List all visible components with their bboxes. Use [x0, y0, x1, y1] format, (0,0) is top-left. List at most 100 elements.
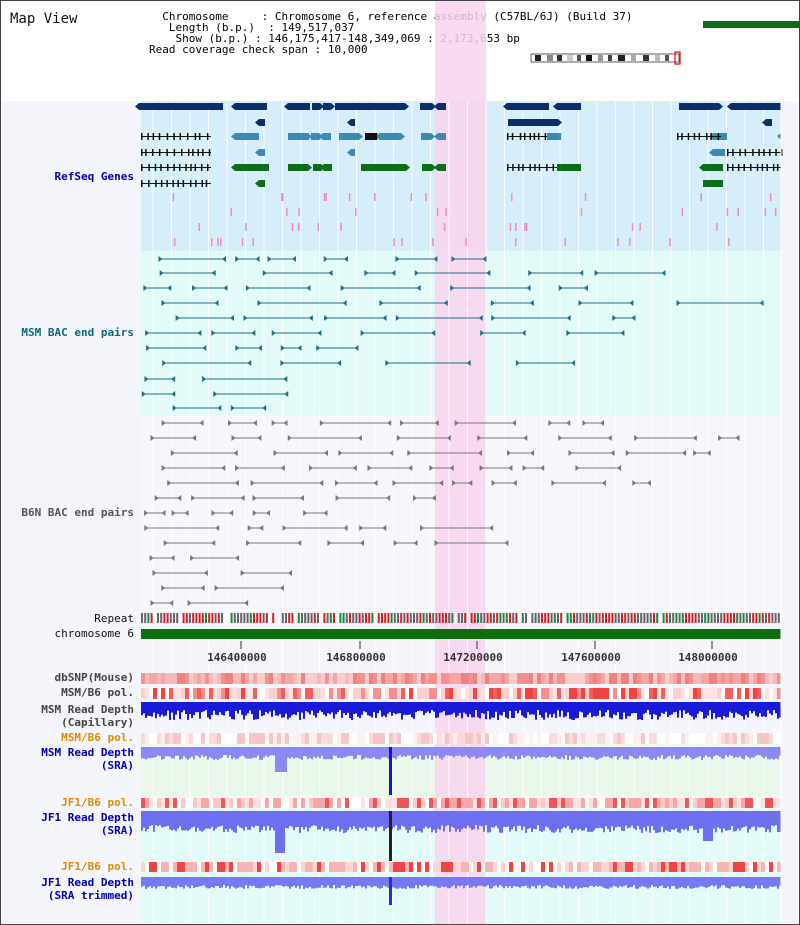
jf1-sra-depth-bar [465, 811, 467, 829]
msm-sra-depth-bar [327, 747, 329, 759]
msm-b6-pol2-cell [393, 733, 397, 744]
jf1-b6-pol-cell [673, 798, 677, 808]
msm-sra-depth-bar [631, 747, 633, 757]
msm-sra-depth-bar [193, 747, 195, 760]
msm-capillary-depth-bar [491, 702, 493, 718]
jf1-sra-depth-bar [663, 811, 665, 833]
gene-exon [154, 164, 157, 171]
jf1-b6-pol2-cell [773, 862, 777, 872]
jf1-b6-pol-cell [725, 798, 729, 808]
msm-b6-pol2-cell [629, 733, 633, 744]
msm-b6-pol2-cell [537, 733, 541, 744]
msm-capillary-depth-bar [663, 702, 665, 714]
refseq-marker [432, 238, 434, 246]
msm-b6-pol-cell [457, 688, 461, 699]
jf1-sra-depth-bar [169, 811, 171, 830]
jf1-b6-pol-cell [701, 798, 705, 808]
dbsnp-cell [505, 673, 509, 684]
jf1-trimmed-depth-bar [235, 877, 237, 889]
repeat-mark [269, 613, 271, 623]
b6n-bac-pair-end [617, 465, 622, 471]
jf1-trimmed-depth-bar [371, 877, 373, 888]
dbsnp-cell [261, 673, 265, 684]
jf1-b6-pol-cell [181, 798, 185, 808]
jf1-b6-pol-cell [513, 798, 517, 808]
gene-arrow [319, 133, 323, 140]
msm-b6-pol2-cell [645, 733, 649, 744]
refseq-marker [173, 238, 176, 246]
jf1-trimmed-depth-bar [263, 877, 265, 888]
msm-sra-depth-bar [647, 747, 649, 758]
jf1-sra-depth-bar [285, 811, 287, 829]
msm-sra-depth-bar [347, 747, 349, 757]
dbsnp-cell [397, 673, 401, 684]
jf1-b6-pol-cell [557, 798, 561, 808]
jf1-b6-pol2-cell [589, 862, 593, 872]
msm-b6-pol-cell [421, 688, 425, 699]
dbsnp-cell [561, 673, 565, 684]
jf1-trimmed-depth-bar [755, 877, 757, 886]
msm-sra-depth-bar [479, 747, 481, 758]
jf1-sra-depth-bar [525, 811, 527, 833]
msm-sra-depth-bar [515, 747, 517, 756]
gene-exon [160, 180, 163, 187]
jf1-trimmed-depth-bar [703, 877, 705, 888]
dbsnp-cell [513, 673, 517, 684]
msm-sra-depth-bar [461, 747, 463, 757]
msm-capillary-depth-bar [325, 702, 327, 717]
jf1-sra-depth-bar [251, 811, 253, 827]
jf1-b6-pol-cell [621, 798, 625, 808]
jf1-b6-pol-cell [341, 798, 345, 808]
gene-arrow [320, 164, 324, 171]
repeat-mark [435, 613, 438, 623]
jf1-sra-depth-bar [281, 811, 283, 853]
refseq-marker [443, 223, 446, 231]
msm-capillary-depth-bar [749, 702, 751, 711]
jf1-b6-pol2-cell [265, 862, 269, 872]
jf1-trimmed-depth-bar [377, 877, 379, 888]
gene-body [361, 164, 406, 171]
msm-b6-pol2-cell [437, 733, 441, 744]
jf1-sra-depth-bar [153, 811, 155, 832]
jf1-trimmed-depth-bar [255, 877, 257, 888]
msm-b6-pol-cell [725, 688, 729, 699]
jf1-b6-pol-cell [337, 798, 341, 808]
jf1-trimmed-depth-bar [347, 877, 349, 888]
jf1-sra-depth-bar [665, 811, 667, 831]
b6n-bac-pair-end [343, 525, 348, 531]
dbsnp-cell [265, 673, 269, 684]
msm-bac-pair-end [515, 360, 520, 366]
jf1-sra-depth-bar [249, 811, 251, 831]
jf1-b6-pol2-cell [513, 862, 517, 872]
msm-b6-pol2-cell [317, 733, 321, 744]
msm-capillary-depth-bar [303, 702, 305, 719]
msm-sra-depth-bar [195, 747, 197, 756]
jf1-sra-depth-bar [599, 811, 601, 828]
repeat-mark [243, 613, 246, 623]
msm-bac-pair-end [280, 360, 285, 366]
jf1-b6-pol2-cell [521, 862, 525, 872]
jf1-trimmed-depth-bar [715, 877, 717, 886]
msm-sra-depth-bar [543, 747, 545, 757]
msm-sra-depth-bar [255, 747, 257, 758]
msm-bac-pair-end [558, 285, 563, 291]
repeat-mark [387, 613, 390, 623]
dbsnp-cell [425, 673, 429, 684]
msm-b6-pol2-cell [625, 733, 629, 744]
jf1-trimmed-depth-bar [491, 877, 493, 889]
msm-sra-depth-bar [215, 747, 217, 760]
jf1-sra-depth-bar [365, 811, 367, 831]
gene-exon [743, 164, 745, 171]
jf1-b6-pol-cell [749, 798, 753, 808]
jf1-b6-pol-cell [249, 798, 253, 808]
msm-bac-pair-end [317, 330, 322, 336]
msm-capillary-depth-bar [147, 702, 149, 716]
b6n-bac-pair-end [529, 450, 534, 456]
msm-sra-depth-bar [303, 747, 305, 756]
msm-bac-pair-end [172, 405, 177, 411]
jf1-b6-pol2-cell [633, 862, 637, 872]
msm-bac-pair-end [360, 330, 365, 336]
msm-capillary-depth-bar [507, 702, 509, 719]
gene-exon [706, 133, 708, 140]
